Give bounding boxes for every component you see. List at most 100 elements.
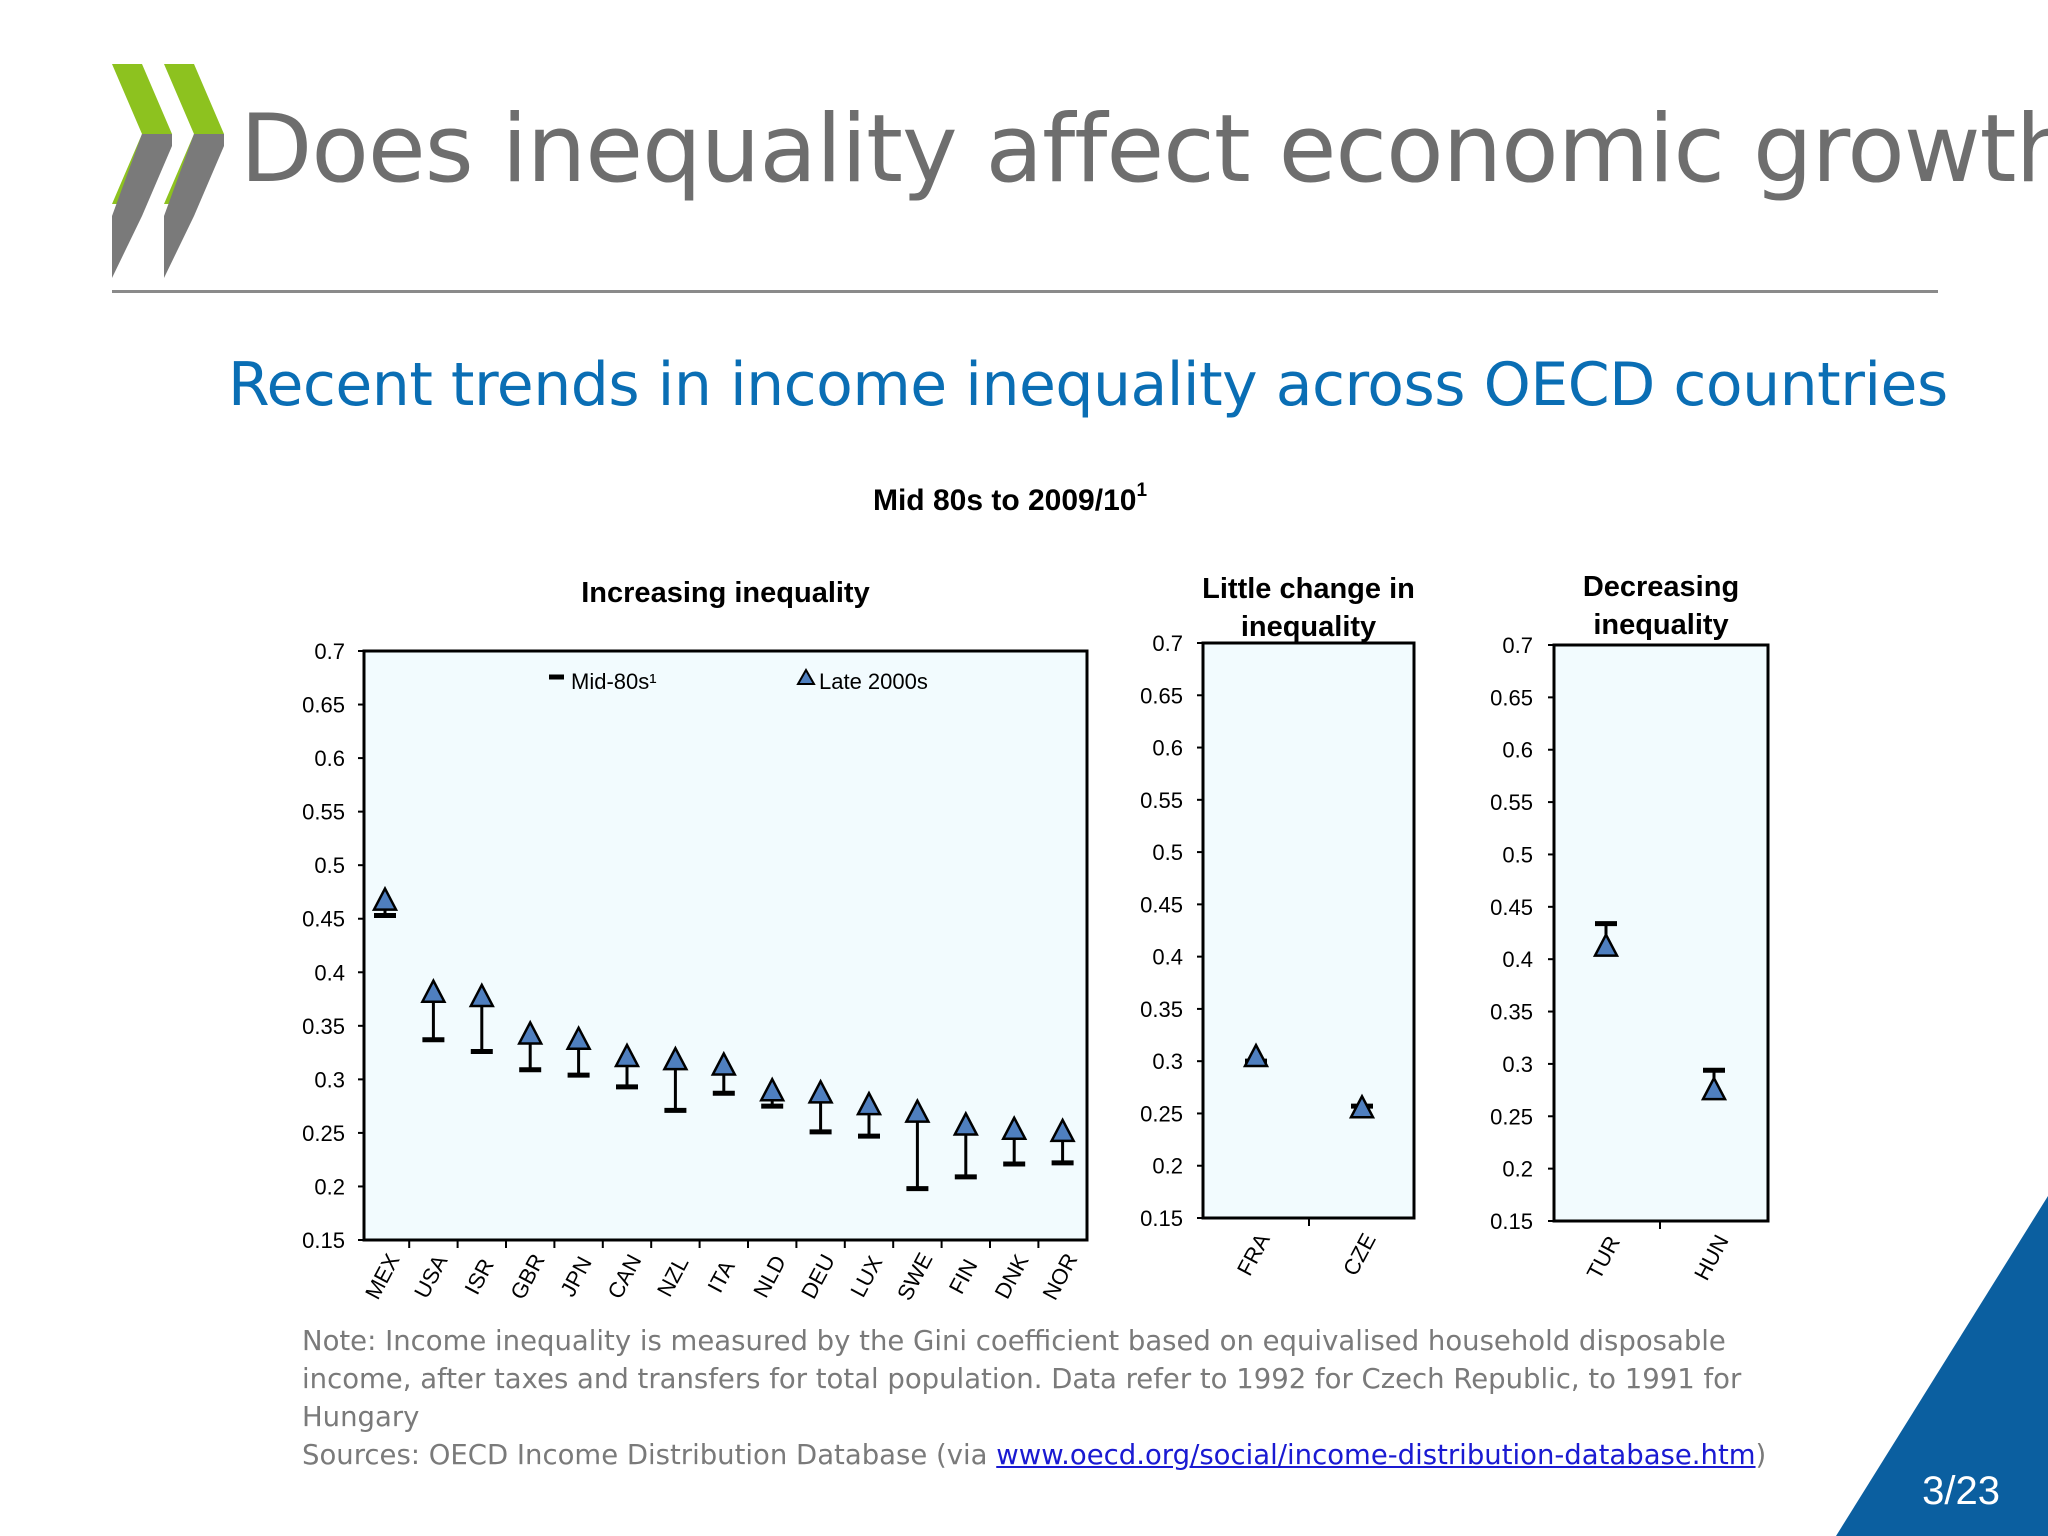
x-label-ita: ITA bbox=[702, 1256, 740, 1297]
corner-triangle bbox=[1836, 1196, 2048, 1536]
y-tick-label: 0.65 bbox=[1140, 683, 1183, 708]
slide-title: Does inequality affect economic growth? bbox=[240, 95, 2048, 204]
x-label-tur: TUR bbox=[1582, 1232, 1625, 1284]
plot-area bbox=[1552, 643, 1770, 1223]
y-tick-label: 0.5 bbox=[1152, 840, 1183, 865]
page-number: 3/23 bbox=[1922, 1469, 2000, 1513]
note-line-1: Note: Income inequality is measured by t… bbox=[302, 1325, 1726, 1357]
y-tick-label: 0.3 bbox=[1152, 1049, 1183, 1074]
x-label-fin: FIN bbox=[944, 1255, 983, 1298]
plot-area bbox=[362, 649, 1089, 1242]
sources-close-paren: ) bbox=[1755, 1439, 1767, 1471]
late2000s-marker-usa bbox=[420, 977, 447, 1003]
x-label-hun: HUN bbox=[1689, 1231, 1733, 1285]
x-label-gbr: GBR bbox=[505, 1250, 549, 1304]
late2000s-marker-hun bbox=[1700, 1075, 1728, 1101]
logo-chevron-gray-1 bbox=[112, 134, 172, 278]
x-label-lux: LUX bbox=[845, 1251, 887, 1301]
y-tick-label: 0.4 bbox=[314, 960, 345, 985]
late2000s-marker-deu bbox=[807, 1078, 834, 1104]
y-tick-label: 0.45 bbox=[302, 907, 345, 932]
y-tick-label: 0.55 bbox=[1140, 788, 1183, 813]
late2000s-marker-dnk bbox=[1001, 1115, 1028, 1141]
late2000s-marker-isr bbox=[468, 982, 495, 1008]
late2000s-marker-gbr bbox=[517, 1019, 544, 1045]
y-tick-label: 0.15 bbox=[1140, 1206, 1183, 1231]
x-label-nor: NOR bbox=[1037, 1249, 1082, 1304]
late2000s-marker-cze bbox=[1348, 1093, 1376, 1119]
y-tick-label: 0.2 bbox=[1502, 1157, 1533, 1182]
y-tick-label: 0.45 bbox=[1140, 892, 1183, 917]
y-tick-label: 0.5 bbox=[1502, 842, 1533, 867]
note-line-3: Sources: OECD Income Distribution Databa… bbox=[302, 1436, 1802, 1474]
chart-title-text: Mid 80s to 2009/10 bbox=[873, 484, 1136, 517]
late2000s-marker-lux bbox=[855, 1090, 883, 1116]
plot-area bbox=[1201, 641, 1416, 1220]
late2000s-marker-nor bbox=[1049, 1117, 1076, 1143]
y-tick-label: 0.55 bbox=[302, 800, 345, 825]
y-tick-label: 0.55 bbox=[1490, 790, 1533, 815]
x-label-dnk: DNK bbox=[990, 1250, 1034, 1303]
x-label-cze: CZE bbox=[1338, 1229, 1381, 1280]
panel-title: inequality bbox=[1593, 609, 1728, 641]
panel-title: Little change in bbox=[1202, 573, 1415, 605]
panel-title: inequality bbox=[1241, 611, 1376, 643]
late2000s-marker-jpn bbox=[565, 1025, 592, 1051]
late2000s-marker-fin bbox=[952, 1110, 979, 1136]
x-label-swe: SWE bbox=[892, 1248, 938, 1304]
chart-title: Mid 80s to 2009/101 bbox=[873, 480, 1147, 517]
chart-panel-1: Increasing inequality 0.15 0.2 0.25 0.3 0.35 0… bbox=[302, 577, 1089, 1304]
y-tick-label: 0.65 bbox=[302, 693, 345, 718]
late2000s-marker-fra bbox=[1242, 1042, 1270, 1068]
y-tick-label: 0.3 bbox=[1502, 1052, 1533, 1077]
late2000s-marker-can bbox=[613, 1042, 641, 1068]
y-tick-label: 0.15 bbox=[302, 1228, 345, 1253]
late2000s-marker-nzl bbox=[662, 1045, 689, 1071]
x-label-fra: FRA bbox=[1232, 1229, 1275, 1280]
late2000s-marker-tur bbox=[1592, 931, 1620, 957]
y-tick-label: 0.35 bbox=[1140, 997, 1183, 1022]
chart-title-superscript: 1 bbox=[1136, 480, 1147, 501]
legend-late2000s-swatch bbox=[796, 667, 816, 685]
y-tick-label: 0.4 bbox=[1152, 945, 1183, 970]
chart-panel-3: Decreasing inequality 0.15 0.2 0.25 0.3 0.35 0.… bbox=[1490, 571, 1770, 1285]
x-label-nld: NLD bbox=[748, 1251, 791, 1302]
x-label-nzl: NZL bbox=[652, 1252, 694, 1300]
x-label-jpn: JPN bbox=[555, 1252, 597, 1300]
y-tick-label: 0.2 bbox=[314, 1174, 345, 1199]
x-label-isr: ISR bbox=[460, 1254, 499, 1298]
x-label-mex: MEX bbox=[360, 1249, 405, 1303]
panel-title: Increasing inequality bbox=[581, 577, 869, 609]
sources-label: Sources: OECD Income Distribution Databa… bbox=[302, 1439, 997, 1471]
y-tick-label: 0.7 bbox=[314, 639, 345, 664]
x-label-deu: DEU bbox=[796, 1250, 840, 1303]
y-tick-label: 0.6 bbox=[1502, 738, 1533, 763]
y-tick-label: 0.7 bbox=[1502, 633, 1533, 658]
y-tick-label: 0.2 bbox=[1152, 1154, 1183, 1179]
y-tick-label: 0.4 bbox=[1502, 947, 1533, 972]
y-tick-label: 0.45 bbox=[1490, 895, 1533, 920]
y-tick-label: 0.5 bbox=[314, 853, 345, 878]
y-tick-label: 0.15 bbox=[1490, 1209, 1533, 1234]
late2000s-marker-nld bbox=[759, 1076, 786, 1102]
y-tick-label: 0.35 bbox=[302, 1014, 345, 1039]
x-label-usa: USA bbox=[409, 1250, 452, 1302]
legend-mid80s-label: Mid-80s¹ bbox=[571, 669, 657, 694]
y-tick-label: 0.7 bbox=[1152, 631, 1183, 656]
chart-note: Note: Income inequality is measured by t… bbox=[302, 1322, 1802, 1474]
panel-title: Decreasing bbox=[1583, 571, 1739, 603]
chart-legend: Mid-80s¹ Late 2000s bbox=[549, 667, 928, 694]
y-tick-label: 0.25 bbox=[302, 1121, 345, 1146]
oecd-database-link[interactable]: www.oecd.org/social/income-distribution-… bbox=[996, 1439, 1756, 1471]
y-tick-label: 0.65 bbox=[1490, 685, 1533, 710]
late2000s-marker-mex bbox=[371, 885, 399, 911]
x-label-can: CAN bbox=[602, 1250, 646, 1303]
y-tick-label: 0.25 bbox=[1140, 1101, 1183, 1126]
y-tick-label: 0.25 bbox=[1490, 1104, 1533, 1129]
y-tick-label: 0.35 bbox=[1490, 1000, 1533, 1025]
logo-chevron-gray-2 bbox=[164, 134, 224, 278]
legend-late2000s-label: Late 2000s bbox=[819, 669, 928, 694]
chart-panel-2: Little change in inequality 0.15 0.2 0.25 0.3… bbox=[1140, 573, 1416, 1280]
